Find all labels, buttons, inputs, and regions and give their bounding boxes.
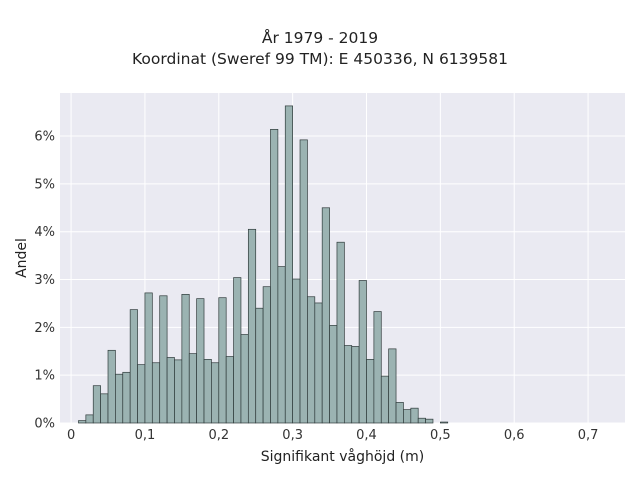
histogram-bar [329, 325, 338, 424]
x-tick-label: 0,6 [504, 428, 525, 443]
y-tick-label: 6% [34, 130, 55, 145]
histogram-bar [122, 371, 131, 424]
histogram-bar [211, 362, 220, 424]
histogram-bar [417, 417, 426, 424]
y-tick-label: 4% [34, 225, 55, 240]
histogram-bar [358, 280, 367, 424]
histogram-bar [277, 266, 286, 424]
histogram-bar [129, 309, 138, 424]
histogram-bar [107, 349, 116, 424]
histogram-bar [380, 375, 390, 424]
y-axis-ticks: 0% 1% 2% 3% 4% 5% 6% [34, 130, 55, 432]
histogram-bar [174, 359, 183, 424]
histogram-bar [233, 277, 242, 424]
y-tick-label: 1% [34, 369, 55, 384]
histogram-bar [115, 373, 124, 424]
histogram-bar [307, 296, 316, 424]
histogram-bar [314, 302, 323, 424]
histogram-bar [100, 393, 109, 424]
histogram-bar [218, 297, 227, 424]
histogram-bar [166, 357, 175, 424]
y-tick-label: 2% [34, 321, 55, 336]
histogram-bar [240, 334, 249, 424]
histogram-bar [336, 241, 345, 424]
histogram-bar [270, 128, 279, 424]
histogram-bar [92, 385, 101, 424]
histogram-bar [299, 139, 308, 424]
x-tick-label: 0,2 [208, 428, 229, 443]
x-tick-label: 0 [67, 428, 75, 443]
histogram-bar [151, 362, 161, 424]
histogram-bar [395, 402, 404, 424]
y-axis-label: Andel [14, 238, 30, 278]
histogram-bar [388, 348, 397, 424]
histogram-bar [403, 409, 412, 424]
histogram-bar [159, 295, 168, 424]
x-axis-label: Signifikant våghöjd (m) [261, 448, 424, 465]
y-tick-label: 3% [34, 273, 55, 288]
chart-title: År 1979 - 2019 [261, 29, 379, 47]
histogram-bar [188, 353, 197, 424]
histogram-bar [247, 228, 257, 424]
x-axis-ticks: 0 0,1 0,2 0,3 0,4 0,5 0,6 0,7 [67, 428, 598, 443]
x-tick-label: 0,5 [430, 428, 451, 443]
histogram-bar [78, 420, 87, 424]
histogram-bar [440, 421, 449, 424]
histogram-bar [85, 414, 94, 424]
histogram-bar [425, 418, 434, 424]
x-tick-label: 0,1 [135, 428, 156, 443]
histogram-bar [351, 346, 360, 424]
histogram-bar [262, 286, 271, 424]
histogram-bar [144, 292, 153, 424]
histogram-bar [137, 364, 146, 424]
histogram-bar [203, 359, 212, 424]
y-tick-label: 0% [34, 417, 55, 432]
x-tick-label: 0,3 [282, 428, 303, 443]
histogram-bar [284, 105, 293, 424]
histogram-bar [321, 207, 330, 424]
x-tick-label: 0,7 [578, 428, 599, 443]
histogram-bar [255, 307, 264, 424]
histogram-bar [410, 407, 419, 424]
histogram-bar [196, 298, 205, 424]
x-tick-label: 0,4 [356, 428, 377, 443]
histogram-bar [292, 278, 301, 424]
histogram-bar [225, 356, 234, 424]
histogram-bar [343, 345, 353, 424]
chart-subtitle: Koordinat (Sweref 99 TM): E 450336, N 61… [132, 50, 508, 68]
histogram-bars [78, 105, 449, 424]
histogram-bar [366, 359, 375, 424]
histogram-bar [373, 311, 382, 424]
histogram-bar [181, 293, 190, 424]
y-tick-label: 5% [34, 177, 55, 192]
